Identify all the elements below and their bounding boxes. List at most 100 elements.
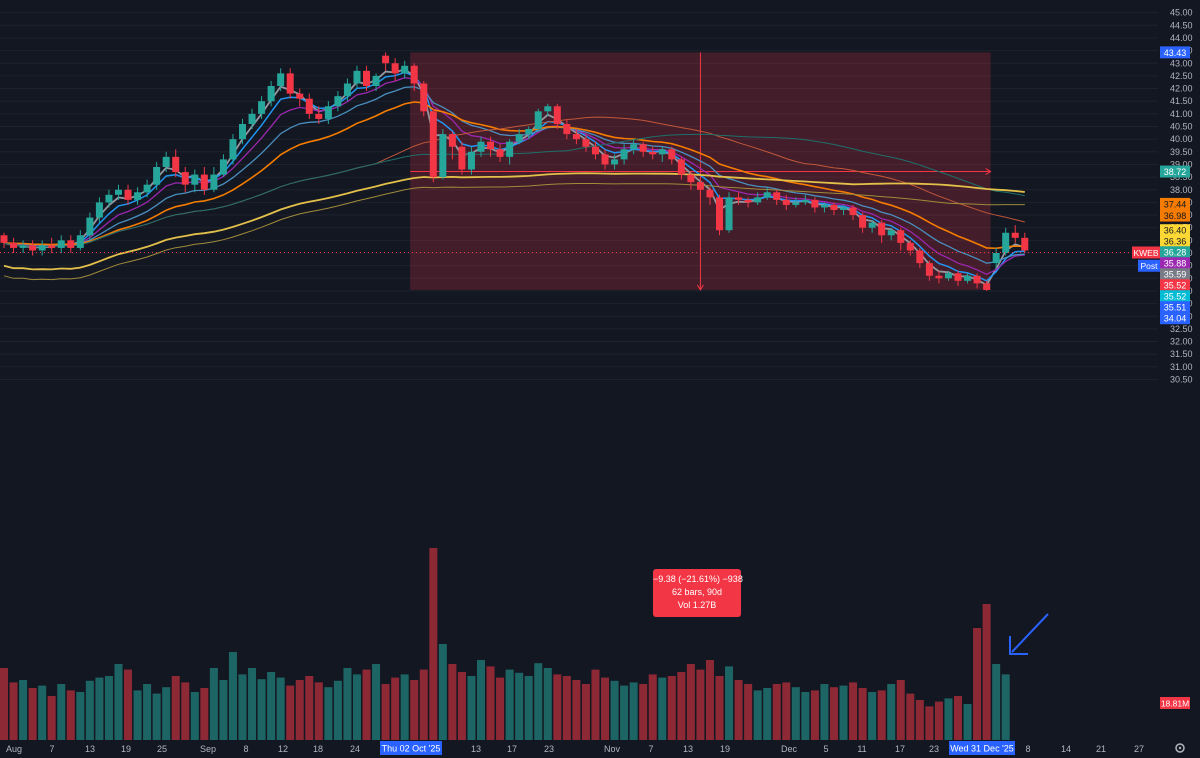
date-tick-label: 17 xyxy=(507,744,517,754)
volume-bar xyxy=(410,680,419,740)
candle xyxy=(973,273,981,289)
candle xyxy=(324,101,332,124)
candle-body xyxy=(916,250,924,264)
volume-bar xyxy=(944,698,953,740)
candle-body xyxy=(448,134,456,147)
candle xyxy=(668,146,676,165)
price-label-pill xyxy=(1160,268,1190,281)
candle-body xyxy=(801,199,809,203)
date-tick-label: 18 xyxy=(313,744,323,754)
candle xyxy=(964,273,972,284)
candle-body xyxy=(964,275,972,281)
volume-bar xyxy=(896,680,905,740)
candle xyxy=(448,131,456,160)
candle xyxy=(591,141,599,160)
candle xyxy=(773,189,781,205)
price-tick-label: 40.50 xyxy=(1170,122,1193,132)
candle-body xyxy=(105,194,113,203)
date-tick-label: 23 xyxy=(929,744,939,754)
candle xyxy=(315,106,323,124)
candle xyxy=(410,63,418,92)
candle-body xyxy=(467,151,475,170)
candle-body xyxy=(48,245,56,248)
candle xyxy=(267,80,275,107)
volume-bar xyxy=(372,664,381,740)
volume-bar xyxy=(505,669,514,740)
date-tick-label: 7 xyxy=(49,744,54,754)
volume-bar xyxy=(925,706,934,740)
price-label-text: 35.59 xyxy=(1164,270,1187,280)
candle-body xyxy=(410,65,418,84)
candle xyxy=(506,139,514,165)
candle xyxy=(820,202,828,213)
candle xyxy=(992,247,1000,269)
candle-body xyxy=(735,197,743,200)
volume-bar xyxy=(810,690,819,740)
post-tag-text: Post xyxy=(1140,261,1158,271)
volume-bar xyxy=(858,688,867,740)
price-axis[interactable]: 45.0044.5044.0043.5043.0042.5042.0041.50… xyxy=(1158,0,1200,758)
candle-body xyxy=(248,113,256,124)
price-tick-label: 31.50 xyxy=(1170,349,1193,359)
candle-body xyxy=(219,159,227,175)
candle xyxy=(954,270,962,286)
price-label-text: 36.40 xyxy=(1164,226,1187,236)
candle xyxy=(114,184,122,200)
price-label-text: 38.72 xyxy=(1164,167,1187,177)
price-tick-label: 42.00 xyxy=(1170,84,1193,94)
measure-tooltip: −9.38 (−21.61%) −938 62 bars, 90d Vol 1.… xyxy=(653,569,743,617)
date-tick-label: 19 xyxy=(121,744,131,754)
candle-body xyxy=(620,149,628,160)
price-tick-label: 32.50 xyxy=(1170,324,1193,334)
candle-body xyxy=(582,139,590,147)
candle xyxy=(649,146,657,160)
ma-olive-line xyxy=(3,183,1025,281)
candle-body xyxy=(1021,237,1029,251)
volume-bar xyxy=(200,688,209,740)
price-label-pill xyxy=(1160,246,1190,259)
candle-body xyxy=(305,98,313,114)
price-tick-label: 44.50 xyxy=(1170,20,1193,30)
candle-body xyxy=(820,204,828,208)
annotation-arrow xyxy=(1009,613,1049,655)
candle xyxy=(124,184,132,205)
candle xyxy=(1011,225,1019,243)
date-tick-label: 7 xyxy=(648,744,653,754)
price-label-text: 34.04 xyxy=(1164,314,1187,324)
volume-bar xyxy=(734,680,743,740)
price-label-text: 35.52 xyxy=(1164,292,1187,302)
symbol-tag-text: KWEB xyxy=(1133,248,1158,258)
date-tick-label: 23 xyxy=(544,744,554,754)
settings-icon[interactable] xyxy=(1175,743,1185,753)
post-tag xyxy=(1138,259,1160,272)
candle-body xyxy=(0,235,8,243)
price-tick-label: 41.00 xyxy=(1170,109,1193,119)
price-label-pill xyxy=(1160,197,1190,210)
volume-bar xyxy=(1001,674,1010,740)
candle-body xyxy=(878,222,886,236)
volume-bar xyxy=(228,652,237,740)
date-tick-label: 8 xyxy=(1025,744,1030,754)
time-axis[interactable]: Aug 7 13 19 25 Sep 8 12 18 24 13 17 23 Nov 7 13 19 Dec 5 11… xyxy=(0,740,1158,758)
price-tick-label: 45.00 xyxy=(1170,8,1193,18)
date-tick-label: Aug xyxy=(6,744,22,754)
date-tick-label: 13 xyxy=(683,744,693,754)
volume-bar xyxy=(486,666,495,740)
volume-bar xyxy=(429,548,438,740)
end-date-pill xyxy=(949,741,1015,755)
candle xyxy=(840,204,848,216)
candle-body xyxy=(906,242,914,251)
candle xyxy=(935,270,943,284)
candle-body xyxy=(458,146,466,170)
candle xyxy=(105,189,113,208)
candle-body xyxy=(496,149,504,157)
candle xyxy=(687,172,695,190)
volume-bar xyxy=(219,680,228,740)
volume-bar xyxy=(295,680,304,740)
candle xyxy=(372,73,380,92)
date-tick-label: 21 xyxy=(1096,744,1106,754)
candle xyxy=(286,68,294,99)
candle-body xyxy=(868,222,876,228)
candle xyxy=(391,58,399,81)
